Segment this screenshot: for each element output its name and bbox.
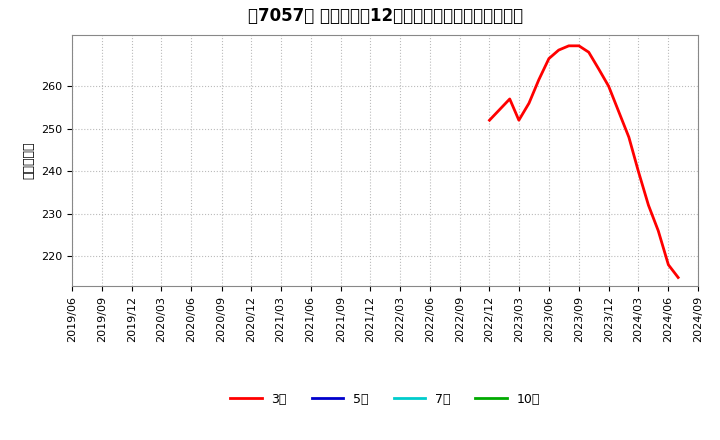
- Legend: 3年, 5年, 7年, 10年: 3年, 5年, 7年, 10年: [225, 388, 545, 411]
- Title: ［7057］ 当期純利益12か月移動合計の平均値の推移: ［7057］ 当期純利益12か月移動合計の平均値の推移: [248, 7, 523, 26]
- Y-axis label: （百万円）: （百万円）: [22, 142, 35, 180]
